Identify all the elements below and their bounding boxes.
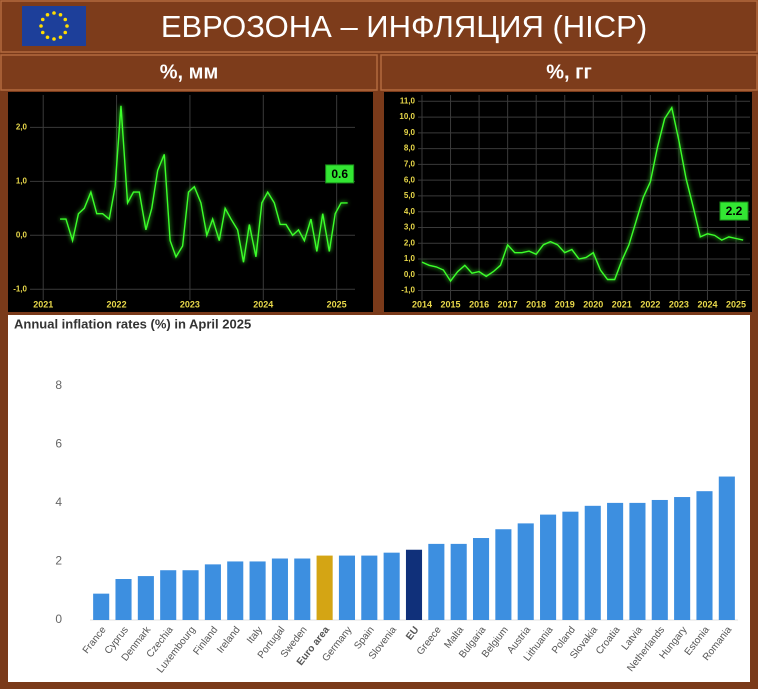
bar xyxy=(405,549,423,620)
bar xyxy=(249,561,266,620)
y-tick-label: 5,0 xyxy=(404,191,416,200)
bar xyxy=(540,514,557,620)
bar xyxy=(137,576,154,620)
chart-title: Annual inflation rates (%) in April 2025 xyxy=(14,316,251,331)
bar xyxy=(562,511,579,620)
y-tick-label: 0,0 xyxy=(404,270,416,279)
bar xyxy=(517,523,534,620)
y-tick-label: -1,0 xyxy=(401,286,415,295)
header-title: ЕВРОЗОНА – ИНФЛЯЦИЯ (HICP) xyxy=(161,9,647,44)
flag-star xyxy=(52,11,56,15)
bar xyxy=(182,570,199,620)
panel-title: %, гг xyxy=(546,61,592,83)
flag-star xyxy=(39,24,43,28)
y-tick-label: 6 xyxy=(55,437,62,451)
y-tick-label: 10,0 xyxy=(399,112,415,121)
x-tick-label: 2021 xyxy=(33,299,53,309)
x-tick-label: 2017 xyxy=(498,299,518,309)
bar xyxy=(584,505,601,620)
bar xyxy=(428,543,445,620)
y-tick-label: 0,0 xyxy=(16,230,28,239)
x-tick-label: 2025 xyxy=(726,299,746,309)
bar xyxy=(383,552,400,620)
data-line xyxy=(421,105,744,283)
x-tick-label: 2022 xyxy=(640,299,660,309)
x-tick-label: 2014 xyxy=(412,299,432,309)
x-tick-label: 2016 xyxy=(469,299,489,309)
chart-background xyxy=(384,92,752,312)
bar xyxy=(718,476,735,620)
y-tick-label: 0 xyxy=(55,612,62,626)
chart-background xyxy=(8,315,750,682)
x-tick-label: 2025 xyxy=(327,299,347,309)
y-tick-label: 4 xyxy=(55,495,62,509)
x-tick-label: 2019 xyxy=(555,299,575,309)
bar xyxy=(294,558,311,620)
flag-star xyxy=(65,24,69,28)
flag-star xyxy=(45,12,50,17)
y-tick-label: 8 xyxy=(55,378,62,392)
data-line xyxy=(60,105,348,263)
y-tick-label: 9,0 xyxy=(404,128,416,137)
y-tick-label: 4,0 xyxy=(404,207,416,216)
flag-star xyxy=(52,37,56,41)
annotation-box xyxy=(325,164,355,184)
bar xyxy=(227,561,244,620)
y-tick-label: 2 xyxy=(55,554,62,568)
x-tick-label: 2024 xyxy=(697,299,717,309)
bar xyxy=(338,555,356,620)
y-tick-label: 7,0 xyxy=(404,159,416,168)
bar xyxy=(115,579,132,620)
x-tick-label: 2020 xyxy=(583,299,603,309)
y-tick-label: 2,0 xyxy=(404,238,416,247)
y-tick-label: 6,0 xyxy=(404,175,416,184)
y-tick-label: -1,0 xyxy=(13,284,27,293)
x-tick-label: 2015 xyxy=(441,299,461,309)
y-tick-label: 2,0 xyxy=(16,122,28,131)
x-tick-label: 2023 xyxy=(180,299,200,309)
y-tick-label: 3,0 xyxy=(404,223,416,232)
flag-star xyxy=(58,35,63,40)
bar xyxy=(361,555,378,620)
bar xyxy=(495,529,512,620)
flag-star xyxy=(58,12,63,17)
y-tick-label: 1,0 xyxy=(404,254,416,263)
flag-star xyxy=(63,17,68,22)
bar xyxy=(204,564,221,620)
bar xyxy=(271,558,288,620)
annotation-box xyxy=(719,201,749,221)
bar xyxy=(316,555,333,620)
bar xyxy=(629,502,646,620)
y-tick-label: 1,0 xyxy=(16,176,28,185)
x-tick-label: 2023 xyxy=(669,299,689,309)
bar xyxy=(93,593,110,620)
y-tick-label: 11,0 xyxy=(400,96,416,105)
flag-stars xyxy=(39,11,69,41)
bar xyxy=(696,491,713,620)
y-tick-label: 8,0 xyxy=(404,144,416,153)
x-tick-label: 2024 xyxy=(253,299,273,309)
flag-star xyxy=(40,17,45,22)
flag-star xyxy=(63,30,68,35)
annotation: 0.6 xyxy=(331,167,348,181)
flag-star xyxy=(40,30,45,35)
header-band xyxy=(0,0,758,53)
bar xyxy=(674,497,691,620)
x-tick-label: 2021 xyxy=(612,299,632,309)
x-tick-label: 2022 xyxy=(107,299,127,309)
bar xyxy=(651,499,668,620)
bar xyxy=(607,502,624,620)
panel-label-left xyxy=(0,54,378,91)
flag-star xyxy=(45,35,50,40)
x-tick-label: 2018 xyxy=(526,299,546,309)
chart-background xyxy=(8,92,373,312)
bar xyxy=(450,543,467,620)
panel-label-right xyxy=(380,54,758,91)
panel-title: %, мм xyxy=(160,61,219,83)
bar xyxy=(160,570,177,620)
bar xyxy=(472,538,490,620)
annotation: 2.2 xyxy=(726,204,743,218)
